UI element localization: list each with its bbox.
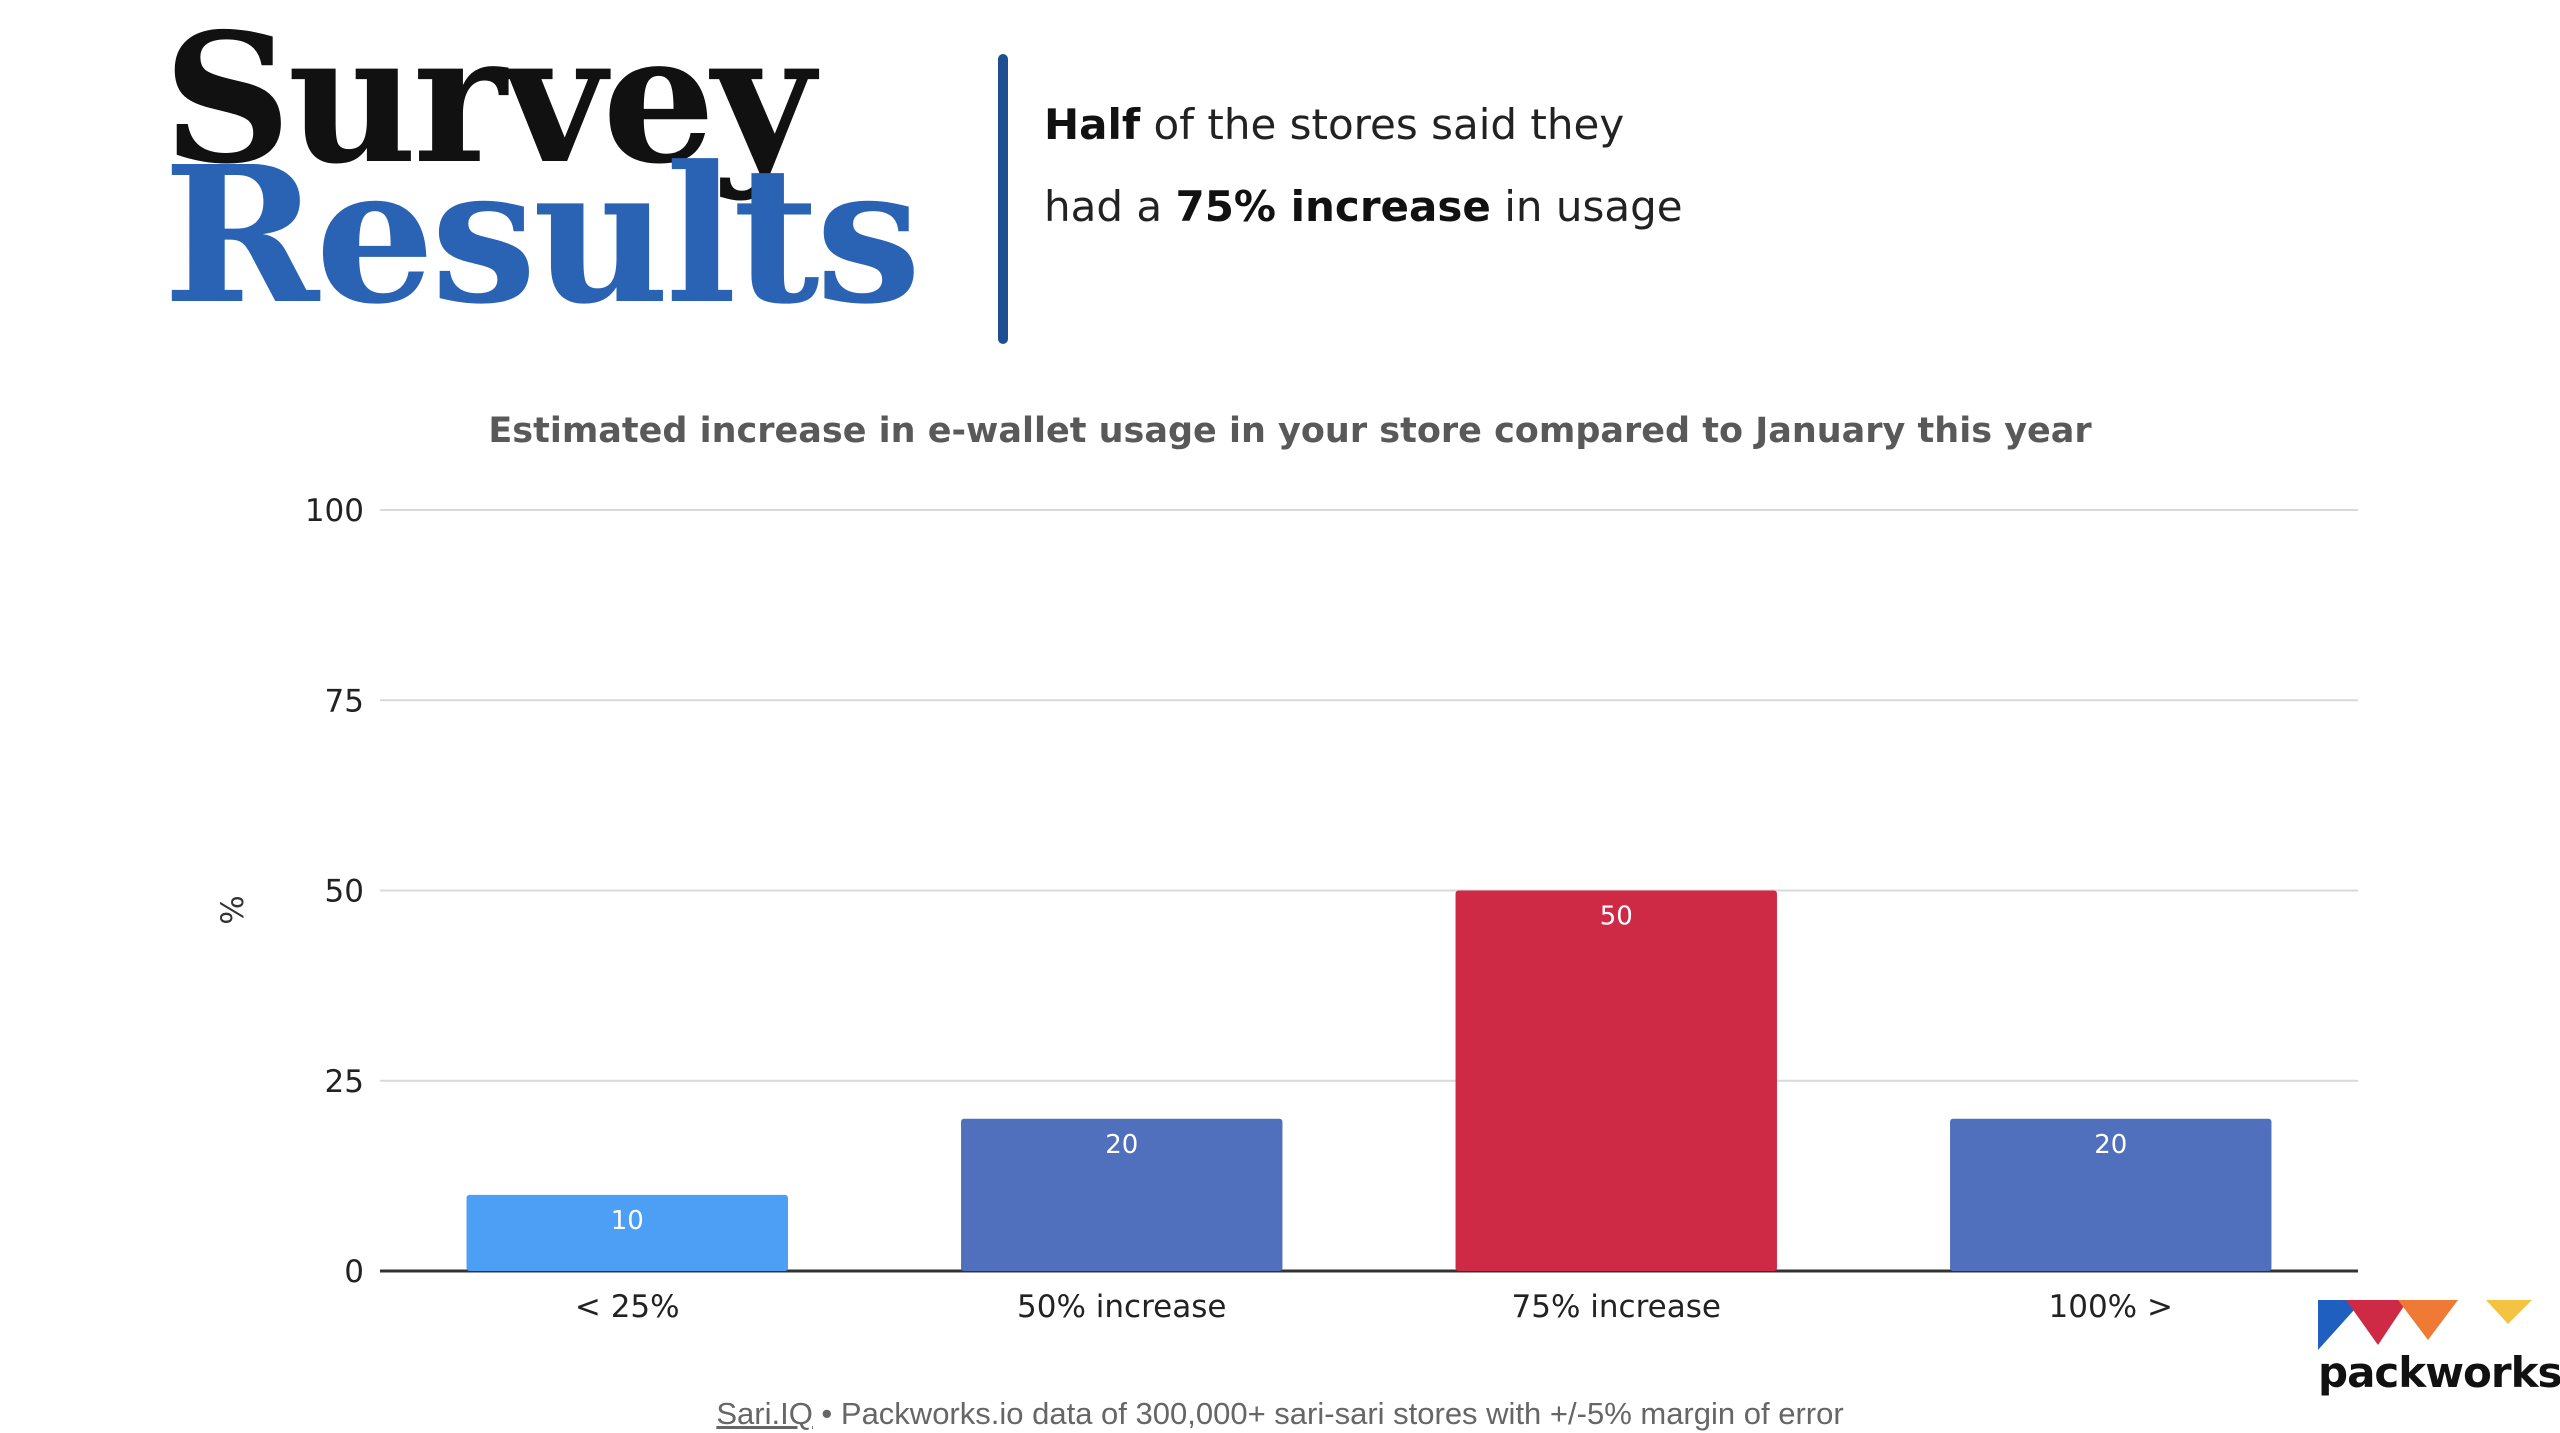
logo-shape-orange <box>2398 1300 2458 1340</box>
y-axis-label: % <box>215 895 251 924</box>
headline-line1-rest: of the stores said they <box>1140 100 1625 149</box>
logo-shape-blue <box>2318 1300 2363 1350</box>
bar-chart: Estimated increase in e-wallet usage in … <box>215 411 2358 1325</box>
packworks-logo-mark <box>2318 1300 2532 1350</box>
y-tick-labels: 0 25 50 75 100 <box>305 493 364 1290</box>
x-tick-label: 50% increase <box>1017 1289 1226 1325</box>
x-tick-label: 100% > <box>2049 1289 2173 1325</box>
headline-bold-half: Half <box>1044 100 1141 149</box>
y-tick-label: 75 <box>325 683 364 719</box>
headline-line-1: Half of the stores said they <box>1044 84 1683 166</box>
y-tick-label: 50 <box>325 874 364 910</box>
bar <box>1950 1118 2272 1271</box>
logo-shape-yellow <box>2486 1300 2532 1324</box>
x-tick-label: 75% increase <box>1512 1289 1721 1325</box>
bar-value-label: 50 <box>1600 902 1633 932</box>
data-labels: 10 20 50 20 <box>611 902 2128 1236</box>
bars <box>466 890 2272 1271</box>
bar <box>1455 890 1777 1271</box>
source-link-sari-iq[interactable]: Sari.IQ <box>716 1396 813 1431</box>
logo-wordmark: packworks <box>2318 1348 2560 1397</box>
headline-bold-increase: 75% increase <box>1175 182 1491 231</box>
source-text: • Packworks.io data of 300,000+ sari-sar… <box>812 1396 1844 1431</box>
title-results: Results <box>163 125 921 346</box>
headline-line-2: had a 75% increase in usage <box>1044 166 1683 248</box>
headline: Half of the stores said they had a 75% i… <box>1044 84 1683 248</box>
vertical-divider <box>998 54 1008 344</box>
bar-value-label: 20 <box>2094 1130 2127 1160</box>
bar <box>961 1118 1283 1271</box>
bar-value-label: 20 <box>1105 1130 1138 1160</box>
x-tick-label: < 25% <box>575 1289 680 1325</box>
bar <box>466 1194 788 1271</box>
y-tick-label: 0 <box>344 1254 364 1290</box>
headline-line2-pre: had a <box>1044 182 1176 231</box>
headline-line2-post: in usage <box>1490 182 1683 231</box>
y-tick-label: 25 <box>325 1064 364 1100</box>
footer-source: Sari.IQ • Packworks.io data of 300,000+ … <box>0 1396 2560 1432</box>
y-tick-label: 100 <box>305 493 364 529</box>
x-tick-labels: < 25% 50% increase 75% increase 100% > <box>575 1289 2173 1325</box>
bar-value-label: 10 <box>611 1206 644 1236</box>
chart-title: Estimated increase in e-wallet usage in … <box>488 411 2092 451</box>
logo-shape-red <box>2346 1300 2408 1345</box>
title-survey: Survey <box>163 0 815 203</box>
